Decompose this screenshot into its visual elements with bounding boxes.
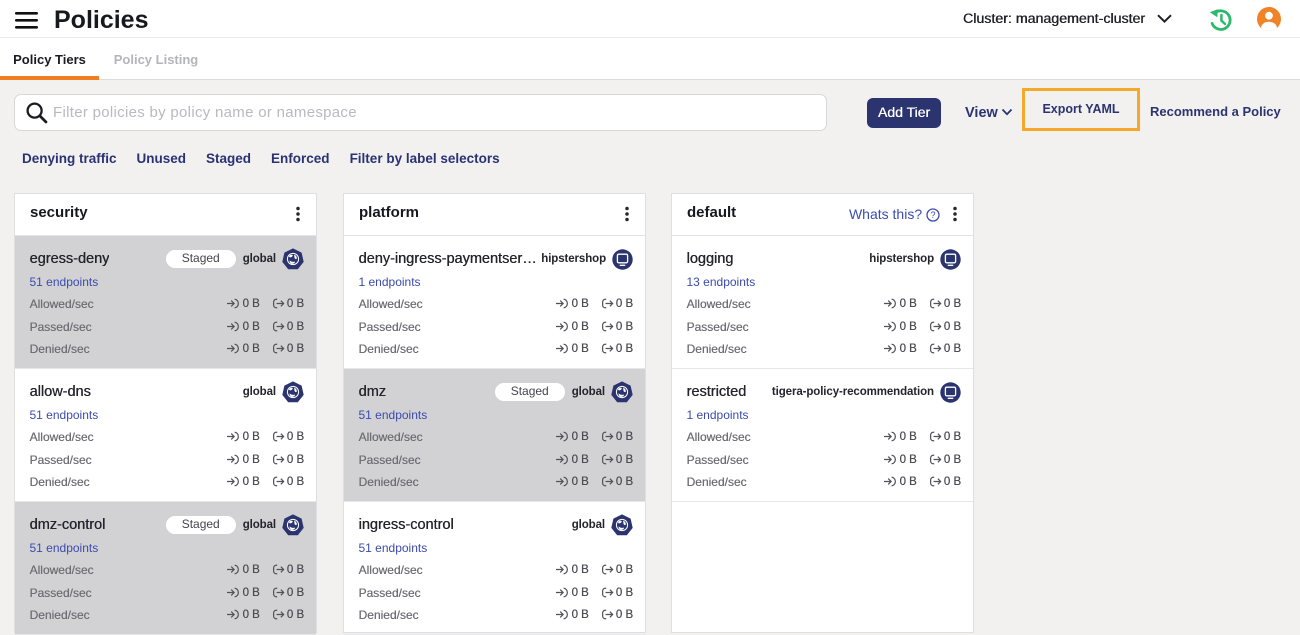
svg-text:?: ? — [930, 210, 935, 220]
